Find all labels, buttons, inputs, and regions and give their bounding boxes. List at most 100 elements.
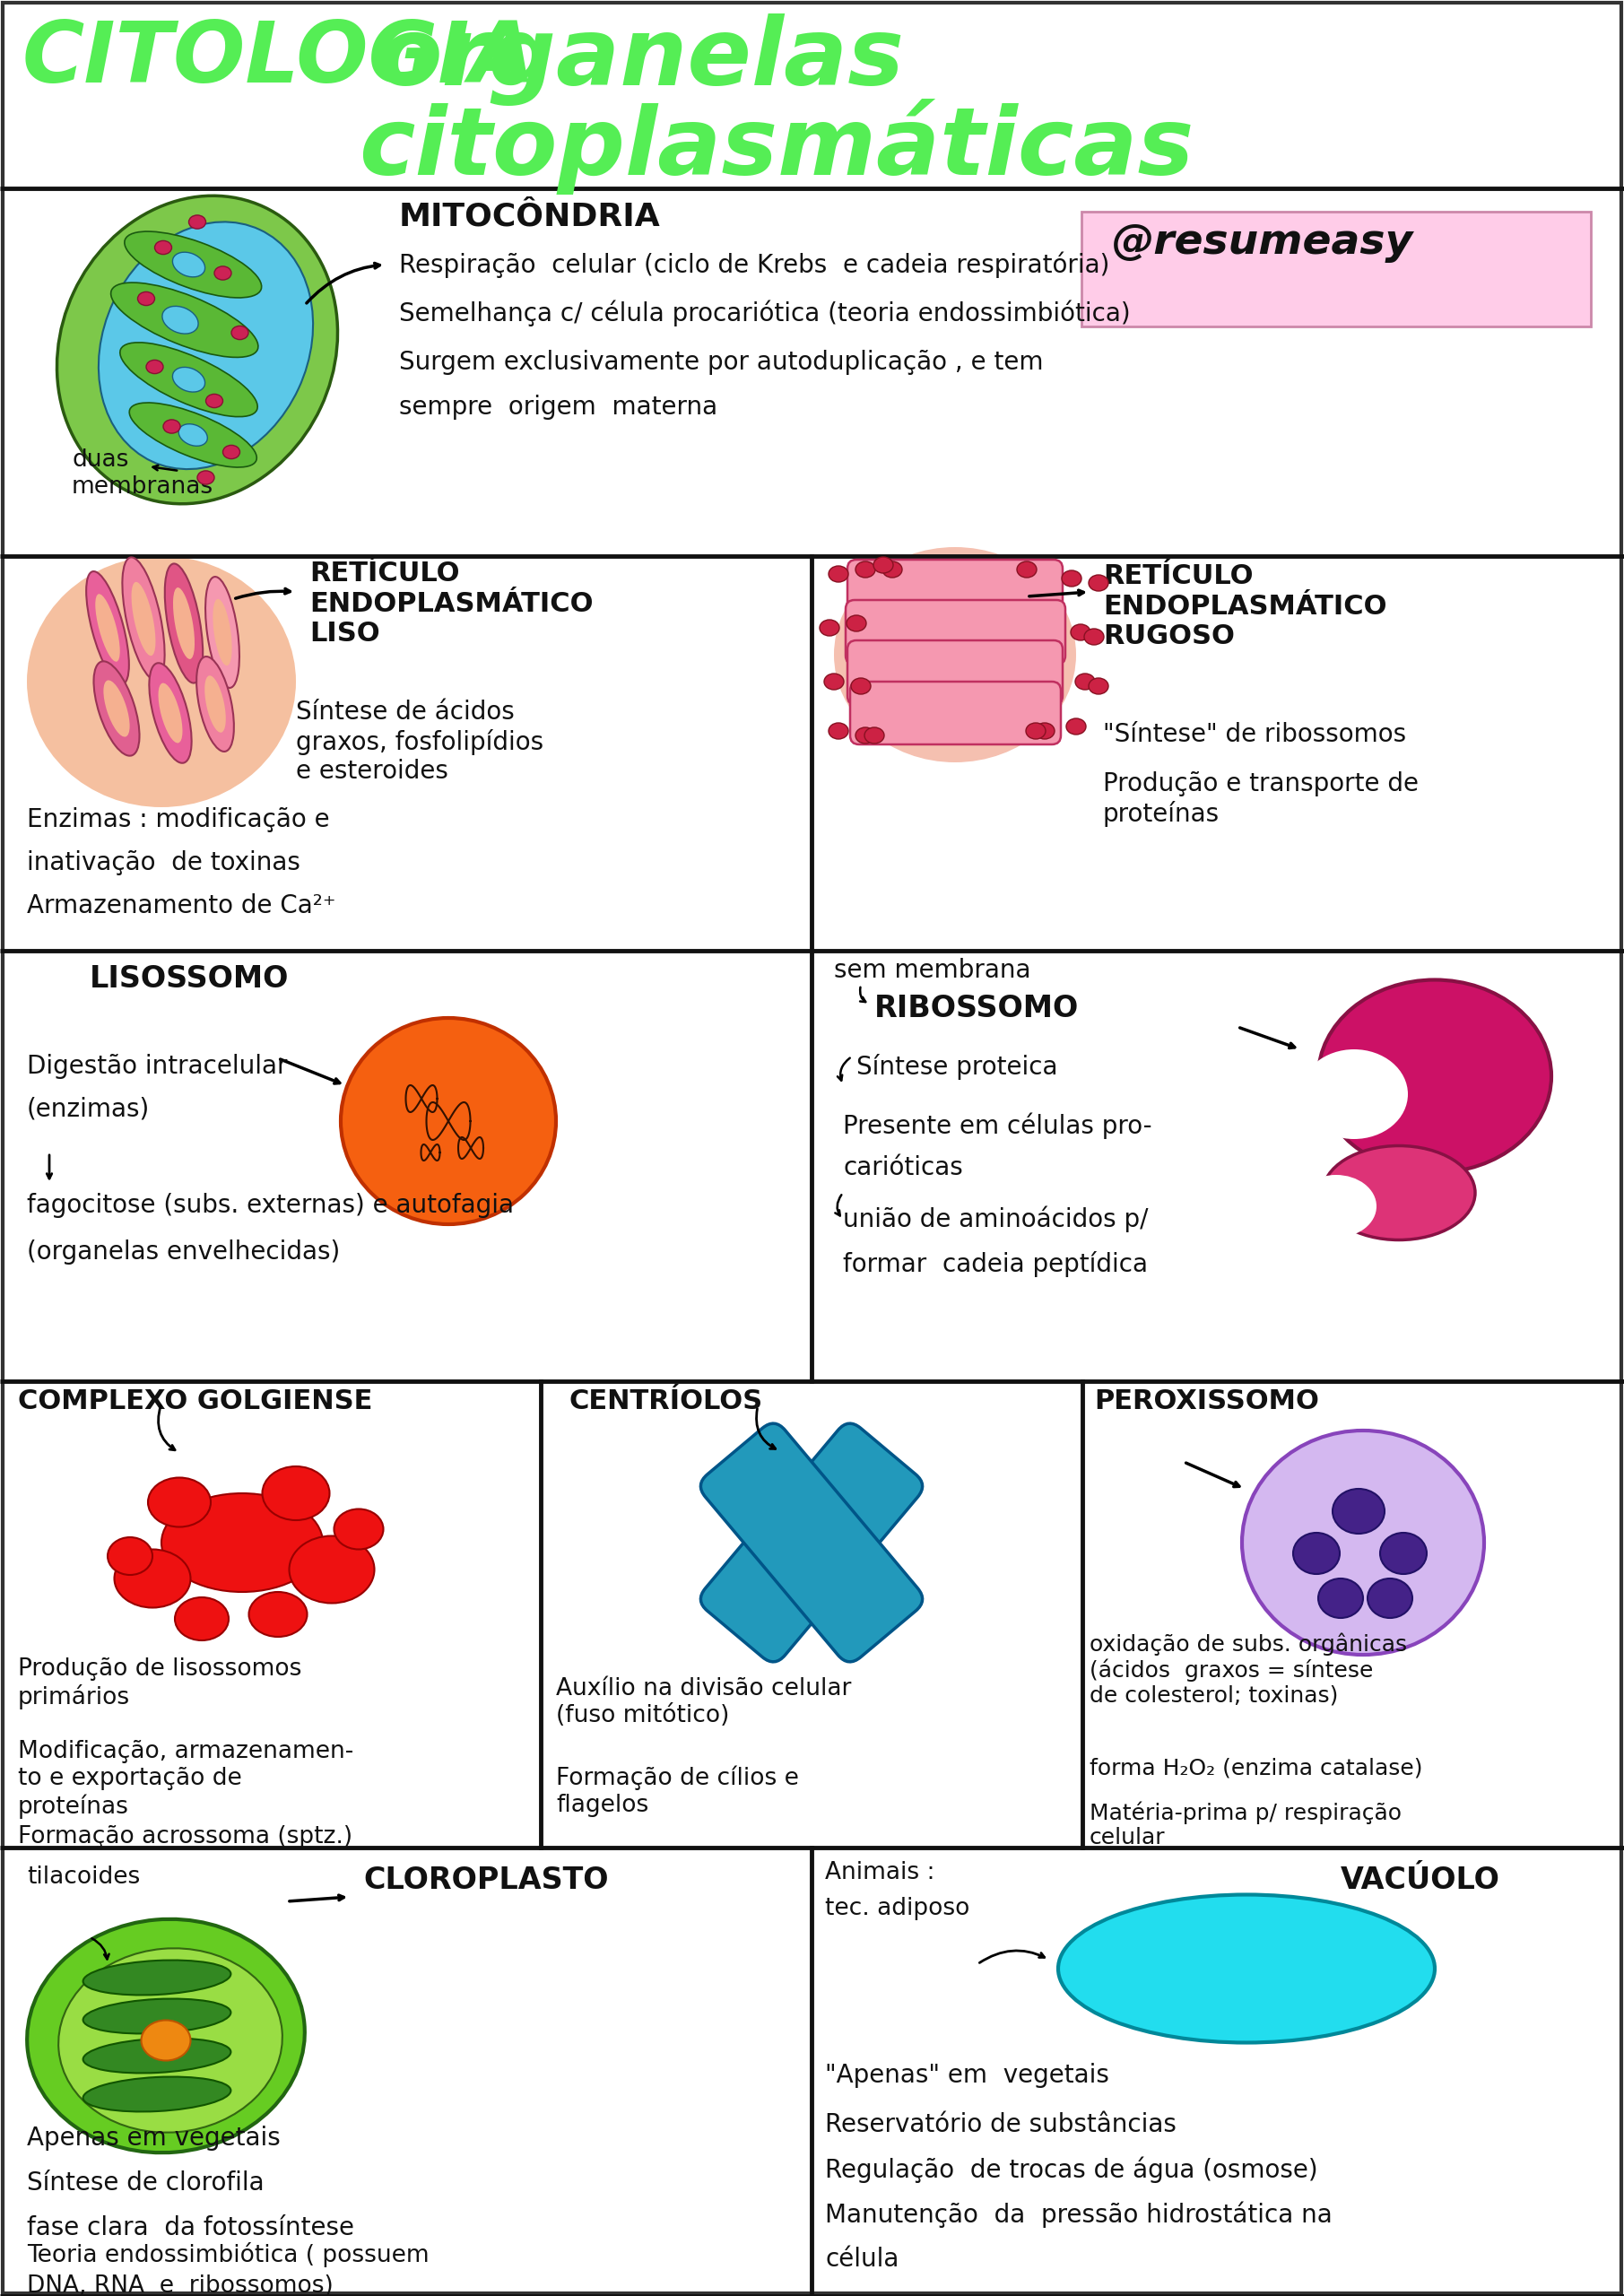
Ellipse shape: [197, 657, 234, 751]
Ellipse shape: [1026, 723, 1046, 739]
Ellipse shape: [107, 1538, 153, 1575]
Text: Síntese proteica: Síntese proteica: [856, 1054, 1057, 1079]
Ellipse shape: [154, 241, 172, 255]
Ellipse shape: [205, 576, 239, 689]
Ellipse shape: [122, 558, 164, 680]
Text: forma H₂O₂ (enzima catalase): forma H₂O₂ (enzima catalase): [1090, 1759, 1423, 1779]
Text: Regulação  de trocas de água (osmose): Regulação de trocas de água (osmose): [825, 2156, 1317, 2183]
Ellipse shape: [28, 556, 296, 808]
Ellipse shape: [132, 581, 156, 657]
Ellipse shape: [222, 445, 240, 459]
Text: Formação de cílios e
flagelos: Formação de cílios e flagelos: [555, 1766, 799, 1816]
Text: inativação  de toxinas: inativação de toxinas: [28, 850, 300, 875]
Ellipse shape: [1333, 1488, 1385, 1534]
Ellipse shape: [851, 677, 870, 693]
Ellipse shape: [1088, 574, 1108, 590]
Text: Formação acrossoma (sptz.): Formação acrossoma (sptz.): [18, 1825, 352, 1848]
Text: Respiração  celular (ciclo de Krebs  e cadeia respiratória): Respiração celular (ciclo de Krebs e cad…: [400, 250, 1109, 278]
Ellipse shape: [248, 1591, 307, 1637]
Text: fase clara  da fotossíntese: fase clara da fotossíntese: [28, 2216, 354, 2241]
Ellipse shape: [1088, 677, 1108, 693]
Text: RETÍCULO
ENDOPLASMÁTICO
LISO: RETÍCULO ENDOPLASMÁTICO LISO: [310, 560, 593, 647]
Text: Produção de lisossomos
primários: Produção de lisossomos primários: [18, 1658, 302, 1711]
FancyBboxPatch shape: [849, 682, 1060, 744]
Text: oxidação de subs. orgânicas
(ácidos  graxos = síntese
de colesterol; toxinas): oxidação de subs. orgânicas (ácidos grax…: [1090, 1632, 1406, 1706]
Ellipse shape: [164, 563, 203, 682]
Text: "Apenas" em  vegetais: "Apenas" em vegetais: [825, 2062, 1109, 2087]
Text: Manutenção  da  pressão hidrostática na: Manutenção da pressão hidrostática na: [825, 2202, 1332, 2229]
Ellipse shape: [175, 1598, 229, 1639]
Ellipse shape: [856, 563, 875, 579]
Ellipse shape: [138, 292, 154, 305]
FancyBboxPatch shape: [848, 560, 1062, 625]
Text: Matéria-prima p/ respiração
celular: Matéria-prima p/ respiração celular: [1090, 1800, 1402, 1848]
Text: Produção e transporte de
proteínas: Produção e transporte de proteínas: [1103, 771, 1419, 827]
Text: Reservatório de substâncias: Reservatório de substâncias: [825, 2112, 1176, 2138]
Text: VACÚOLO: VACÚOLO: [1341, 1864, 1501, 1894]
Ellipse shape: [94, 661, 140, 755]
Text: Apenas em vegetais: Apenas em vegetais: [28, 2126, 281, 2151]
Ellipse shape: [874, 558, 893, 574]
Text: @resumeasy: @resumeasy: [1112, 223, 1413, 262]
Ellipse shape: [179, 425, 208, 445]
Text: Síntese de clorofila: Síntese de clorofila: [28, 2170, 265, 2195]
Text: Presente em células pro-: Presente em células pro-: [843, 1111, 1151, 1139]
Ellipse shape: [96, 595, 120, 661]
Text: Enzimas : modificação e: Enzimas : modificação e: [28, 808, 330, 831]
Ellipse shape: [130, 402, 257, 468]
Text: sem membrana: sem membrana: [835, 957, 1031, 983]
Ellipse shape: [864, 728, 883, 744]
Ellipse shape: [835, 546, 1077, 762]
Text: célula: célula: [825, 2248, 898, 2271]
Text: tilacoides: tilacoides: [28, 1864, 140, 1890]
Text: CLOROPLASTO: CLOROPLASTO: [364, 1864, 609, 1894]
Ellipse shape: [110, 282, 258, 358]
Text: sempre  origem  materna: sempre origem materna: [400, 395, 718, 420]
Text: "Síntese" de ribossomos: "Síntese" de ribossomos: [1103, 721, 1406, 746]
Ellipse shape: [58, 1949, 283, 2133]
Ellipse shape: [162, 420, 180, 434]
Text: (organelas envelhecidas): (organelas envelhecidas): [28, 1240, 339, 1265]
Ellipse shape: [341, 1017, 555, 1224]
Ellipse shape: [1242, 1430, 1484, 1655]
Text: Auxílio na divisão celular
(fuso mitótico): Auxílio na divisão celular (fuso mitótic…: [555, 1676, 851, 1727]
Ellipse shape: [197, 471, 214, 484]
Text: Digestão intracelular: Digestão intracelular: [28, 1054, 287, 1079]
Text: organelas: organelas: [377, 14, 905, 106]
Ellipse shape: [828, 565, 848, 583]
Ellipse shape: [231, 326, 248, 340]
Ellipse shape: [820, 620, 840, 636]
Ellipse shape: [1017, 563, 1036, 579]
Ellipse shape: [828, 723, 848, 739]
Ellipse shape: [1380, 1534, 1427, 1575]
Ellipse shape: [1034, 723, 1054, 739]
Ellipse shape: [172, 367, 205, 393]
Ellipse shape: [28, 1919, 305, 2154]
Ellipse shape: [289, 1536, 375, 1603]
FancyBboxPatch shape: [848, 641, 1062, 705]
Ellipse shape: [823, 673, 844, 689]
Ellipse shape: [882, 563, 901, 579]
Text: CENTRÍOLOS: CENTRÍOLOS: [570, 1389, 763, 1414]
Ellipse shape: [148, 1479, 211, 1527]
Text: Animais :: Animais :: [825, 1862, 935, 1885]
Ellipse shape: [1062, 569, 1082, 585]
Text: fagocitose (subs. externas) e autofagia: fagocitose (subs. externas) e autofagia: [28, 1194, 513, 1217]
Text: CITOLOGIA: CITOLOGIA: [23, 18, 536, 101]
Ellipse shape: [1319, 980, 1551, 1173]
Text: Modificação, armazenamen-
to e exportação de
proteínas: Modificação, armazenamen- to e exportaçã…: [18, 1740, 354, 1818]
Ellipse shape: [146, 360, 162, 374]
Text: MITOCÔNDRIA: MITOCÔNDRIA: [400, 202, 661, 232]
Ellipse shape: [1293, 1534, 1340, 1575]
Text: Armazenamento de Ca²⁺: Armazenamento de Ca²⁺: [28, 893, 336, 918]
Text: carióticas: carióticas: [843, 1155, 963, 1180]
Ellipse shape: [83, 2000, 231, 2034]
Ellipse shape: [172, 253, 205, 278]
Ellipse shape: [141, 2020, 190, 2060]
Text: (enzimas): (enzimas): [28, 1097, 149, 1123]
Ellipse shape: [188, 216, 206, 230]
Ellipse shape: [57, 195, 338, 503]
FancyBboxPatch shape: [1082, 211, 1592, 326]
Text: duas
membranas: duas membranas: [71, 448, 213, 498]
Ellipse shape: [1075, 673, 1095, 689]
